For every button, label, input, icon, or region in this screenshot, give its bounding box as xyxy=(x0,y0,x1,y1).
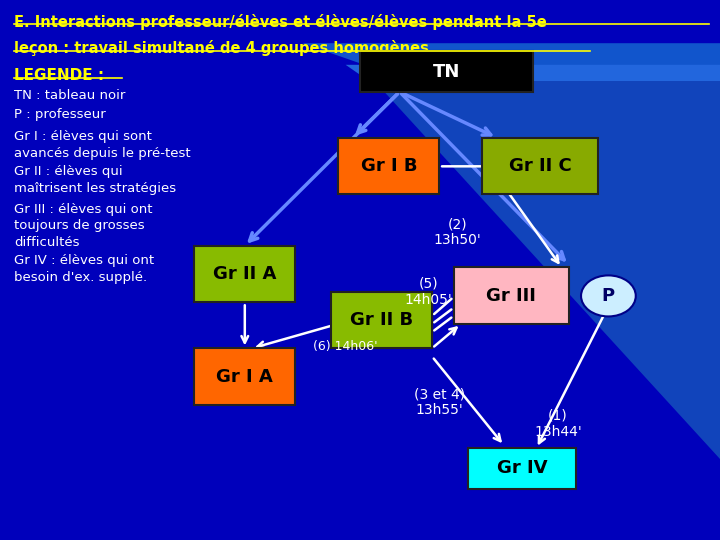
Circle shape xyxy=(581,275,636,316)
Text: Gr II B: Gr II B xyxy=(350,311,413,329)
Text: Gr IV: Gr IV xyxy=(497,460,547,477)
FancyBboxPatch shape xyxy=(194,348,295,405)
Text: Gr I B: Gr I B xyxy=(361,157,417,175)
Text: Gr I : élèves qui sont
avancés depuis le pré-test: Gr I : élèves qui sont avancés depuis le… xyxy=(14,130,191,160)
Text: leçon : travail simultané de 4 groupes homogènes: leçon : travail simultané de 4 groupes h… xyxy=(14,40,429,57)
Text: (2)
13h50': (2) 13h50' xyxy=(433,217,481,247)
Text: Gr II : élèves qui
maîtrisent les stratégies: Gr II : élèves qui maîtrisent les straté… xyxy=(14,165,176,195)
Text: Gr I A: Gr I A xyxy=(217,368,273,386)
Text: TN : tableau noir: TN : tableau noir xyxy=(14,89,126,102)
Polygon shape xyxy=(302,43,720,189)
FancyBboxPatch shape xyxy=(338,138,439,194)
Text: P : professeur: P : professeur xyxy=(14,108,106,121)
Text: (6) 14h06': (6) 14h06' xyxy=(313,340,378,353)
Text: LEGENDE :: LEGENDE : xyxy=(14,68,104,83)
Text: E. Interactions professeur/élèves et élèves/élèves pendant la 5e: E. Interactions professeur/élèves et élè… xyxy=(14,14,547,30)
Text: Gr II C: Gr II C xyxy=(508,157,572,175)
FancyBboxPatch shape xyxy=(194,246,295,302)
Text: (3 et 4)
13h55': (3 et 4) 13h55' xyxy=(413,387,465,417)
FancyBboxPatch shape xyxy=(331,292,432,348)
Text: TN: TN xyxy=(433,63,460,80)
FancyBboxPatch shape xyxy=(482,138,598,194)
Text: (1)
13h44': (1) 13h44' xyxy=(534,409,582,439)
Text: P: P xyxy=(602,287,615,305)
Text: Gr II A: Gr II A xyxy=(213,265,276,283)
Text: Gr IV : élèves qui ont
besoin d'ex. supplé.: Gr IV : élèves qui ont besoin d'ex. supp… xyxy=(14,254,155,284)
FancyBboxPatch shape xyxy=(454,267,569,324)
FancyBboxPatch shape xyxy=(360,51,533,92)
Polygon shape xyxy=(346,65,720,324)
Polygon shape xyxy=(374,81,720,459)
Text: (5)
14h05': (5) 14h05' xyxy=(405,276,452,307)
Text: Gr III : élèves qui ont
toujours de grosses
difficultés: Gr III : élèves qui ont toujours de gros… xyxy=(14,202,153,249)
Text: Gr III: Gr III xyxy=(486,287,536,305)
FancyBboxPatch shape xyxy=(468,448,576,489)
